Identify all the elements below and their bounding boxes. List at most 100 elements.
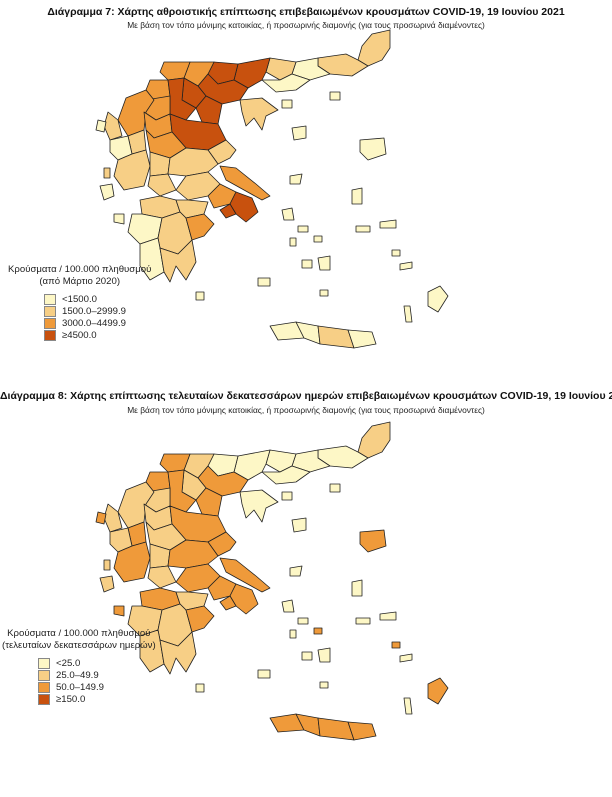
map2-legend-title: Κρούσματα / 100.000 πληθυσμού <box>7 628 151 639</box>
island-chios <box>351 579 363 597</box>
region-evia <box>219 557 271 593</box>
island-lesvos <box>359 137 387 161</box>
map-panel-cumulative: Διάγραμμα 7: Χάρτης αθροιστικής επίπτωση… <box>0 0 612 380</box>
region-athens <box>219 595 237 611</box>
region-fthiotida <box>167 539 219 569</box>
island-kythira <box>195 291 205 301</box>
island-skyros <box>289 173 303 185</box>
island-ikaria <box>355 225 371 233</box>
region-chalkidiki <box>239 97 279 131</box>
map2-geography <box>95 421 449 741</box>
map2-legend-label: <25.0 <box>56 657 81 669</box>
island-lesvos <box>359 529 387 553</box>
map1-legend-subtitle: (από Μάρτιο 2020) <box>39 276 121 287</box>
region-attica-east <box>229 583 259 615</box>
island-milos <box>257 277 271 287</box>
island-andros <box>281 207 295 221</box>
region-laconia <box>159 631 197 675</box>
island-kefalonia <box>99 575 115 593</box>
map2-title: Διάγραμμα 8: Χάρτης επίπτωσης τελευταίων… <box>0 390 612 402</box>
map2-legend-items: <25.0 25.0–49.9 50.0–149.9 ≥150.0 <box>2 657 156 705</box>
region-argolida <box>185 213 215 241</box>
island-tinos <box>297 617 309 625</box>
map1-legend-swatch <box>44 329 56 341</box>
island-samothrace <box>329 483 341 493</box>
map1-legend-item: 3000.0–4499.9 <box>44 317 151 329</box>
region-aetolia-acarnania <box>113 541 151 583</box>
map1-legend-item: <1500.0 <box>44 293 151 305</box>
map2-legend-item: <25.0 <box>38 657 156 669</box>
map1-legend-item: 1500.0–2999.9 <box>44 305 151 317</box>
island-limnos <box>291 125 307 141</box>
island-samos <box>379 611 397 621</box>
map1-legend-label: <1500.0 <box>62 293 97 305</box>
map1-legend: Κρούσματα / 100.000 πληθυσμού (από Μάρτι… <box>8 264 151 341</box>
island-mykonos <box>313 235 323 243</box>
map1-mainland <box>103 29 391 283</box>
region-kavala <box>261 73 311 93</box>
greece-choropleth-map-cumulative <box>95 29 449 349</box>
island-milos <box>257 669 271 679</box>
region-thrace-east <box>357 29 391 67</box>
island-crete-lasithi <box>347 329 377 349</box>
map2-subtitle: Με βάση τον τόπο μόνιμης κατοικίας, ή πρ… <box>127 405 485 415</box>
region-aetolia-acarnania <box>113 149 151 191</box>
island-kythira <box>195 683 205 693</box>
region-argolida <box>185 605 215 633</box>
map1-legend-label: 1500.0–2999.9 <box>62 305 127 317</box>
island-skyros <box>289 565 303 577</box>
map1-legend-swatch <box>44 317 56 329</box>
map1-legend-label: 3000.0–4499.9 <box>62 317 127 329</box>
island-andros <box>281 599 295 613</box>
map1-subtitle: Με βάση τον τόπο μόνιμης κατοικίας, ή πρ… <box>127 20 485 30</box>
map1-legend-item: ≥4500.0 <box>44 329 151 341</box>
island-santorini <box>319 681 329 689</box>
island-limnos <box>291 517 307 533</box>
island-tinos <box>297 225 309 233</box>
map2-legend-label: 50.0–149.9 <box>56 681 105 693</box>
island-lefkada <box>103 559 111 571</box>
island-santorini <box>319 289 329 297</box>
region-thrace-east <box>357 421 391 459</box>
map1-legend-title: Κρούσματα / 100.000 πληθυσμού <box>8 264 152 275</box>
island-paros <box>301 259 313 269</box>
map2-legend-subtitle: (τελευταίων δεκατεσσάρων ημερών) <box>2 640 156 651</box>
island-zakynthos <box>113 605 125 617</box>
island-syros <box>289 629 297 639</box>
map2-legend-swatch <box>38 681 50 693</box>
island-mykonos <box>313 627 323 635</box>
region-kavala <box>261 465 311 485</box>
region-fthiotida <box>167 147 219 177</box>
map2-legend-item: ≥150.0 <box>38 693 156 705</box>
map2-mainland <box>103 421 391 675</box>
map1-legend-swatch <box>44 293 56 305</box>
map2-legend-label: ≥150.0 <box>56 693 86 705</box>
map1-legend-swatch <box>44 305 56 317</box>
map-panel-14day: Διάγραμμα 8: Χάρτης επίπτωσης τελευταίων… <box>0 384 612 797</box>
region-laconia <box>159 239 197 283</box>
island-naxos <box>317 647 331 663</box>
island-lefkada <box>103 167 111 179</box>
island-syros <box>289 237 297 247</box>
map2-legend-label: 25.0–49.9 <box>56 669 99 681</box>
region-evia <box>219 165 271 201</box>
region-chalkidiki <box>239 489 279 523</box>
island-crete-heraklion <box>317 325 355 349</box>
island-corfu <box>95 119 107 133</box>
island-rhodes <box>427 285 449 313</box>
island-ikaria <box>355 617 371 625</box>
map2-legend-swatch <box>38 657 50 669</box>
island-chios <box>351 187 363 205</box>
island-naxos <box>317 255 331 271</box>
island-kalymnos <box>391 641 401 649</box>
island-karpathos <box>403 697 413 715</box>
island-corfu <box>95 511 107 525</box>
region-fokida <box>147 173 177 197</box>
island-crete-lasithi <box>347 721 377 741</box>
island-rhodes <box>427 677 449 705</box>
map1-islands <box>95 91 449 349</box>
island-paros <box>301 651 313 661</box>
map2-legend-item: 50.0–149.9 <box>38 681 156 693</box>
island-kefalonia <box>99 183 115 201</box>
map1-legend-label: ≥4500.0 <box>62 329 97 341</box>
